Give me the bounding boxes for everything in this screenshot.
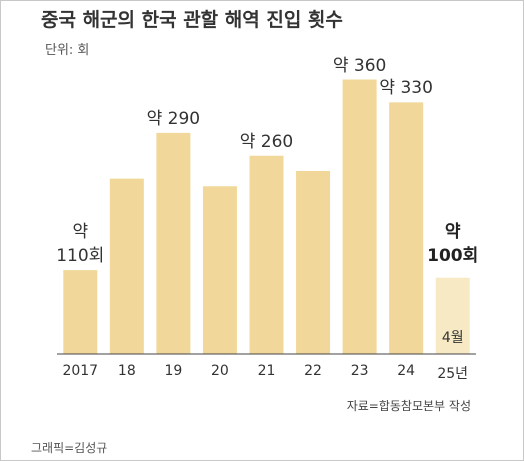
source: 자료=합동참모본부 작성 [346,399,471,413]
value-label: 약 260 [239,131,294,152]
x-tick-label: 18 [117,363,136,379]
partial-note: 4월 [441,330,464,346]
value-label: 약 360 [332,55,387,76]
value-label: 약 290 [146,108,201,129]
bar [202,186,237,354]
x-tick-label: 23 [350,363,369,379]
x-tick-label: 21 [257,363,276,379]
value-label: 약 110회 [56,222,105,267]
x-tick-label: 2017 [62,363,99,379]
bar [296,171,331,354]
bar [63,270,98,354]
x-tick-label: 25년 [437,366,469,382]
bar [156,132,191,354]
bar [249,155,284,354]
value-label: 약 330 [379,78,433,99]
x-tick-label: 20 [211,363,229,379]
x-tick-label: 24 [397,363,416,379]
bar [389,102,424,354]
value-label: 약 100회 [427,221,479,266]
credit: 그래픽=김성규 [31,441,108,455]
x-tick-label: 22 [304,363,322,379]
x-tick-label: 19 [164,363,183,379]
bar [435,277,470,354]
chart-title: 중국 해군의 한국 관할 해역 진입 횟수 [41,9,343,31]
bar [342,79,377,354]
chart-subtitle: 단위: 회 [45,43,90,58]
bar [109,178,144,354]
